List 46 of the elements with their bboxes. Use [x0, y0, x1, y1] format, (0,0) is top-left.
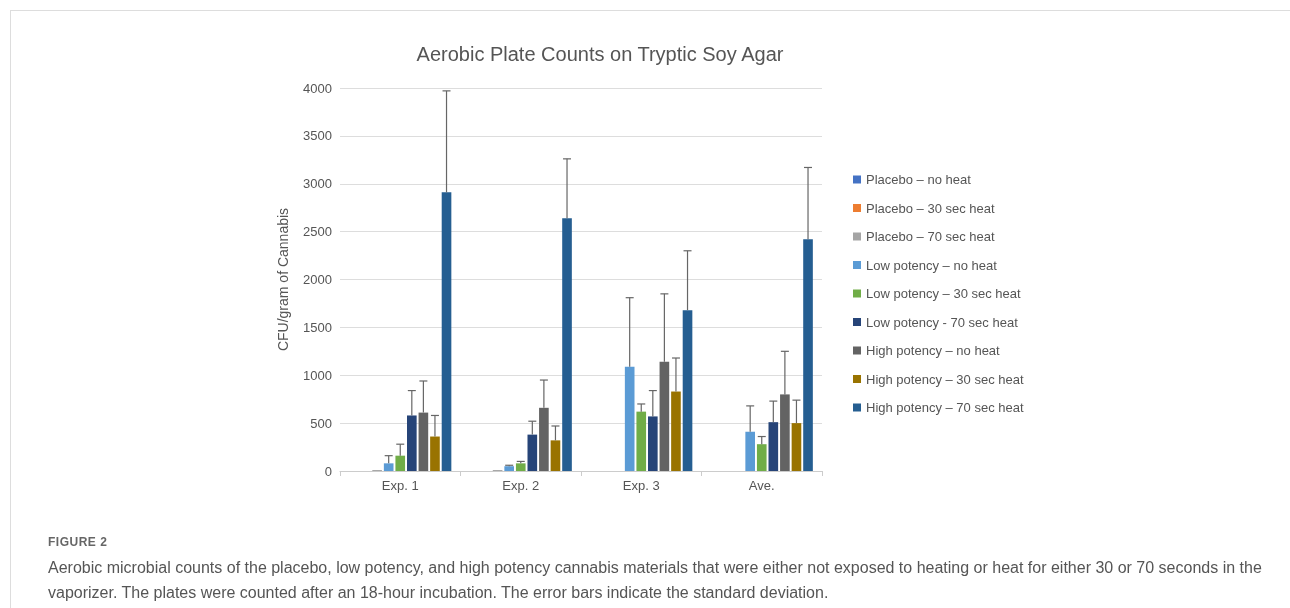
- bar: [671, 391, 681, 471]
- x-tick-label: Exp. 1: [381, 478, 419, 493]
- bar: [407, 415, 417, 471]
- bar: [504, 466, 514, 471]
- bar: [441, 192, 452, 471]
- legend-label: Low potency - 70 sec heat: [866, 314, 1019, 330]
- y-tick-label: 4000: [303, 80, 332, 96]
- y-tick-label: 2000: [303, 272, 332, 287]
- bar: [791, 423, 802, 471]
- bar: [550, 440, 561, 471]
- legend-label: Placebo – 70 sec heat: [866, 229, 996, 244]
- legend-label: Placebo – no heat: [866, 172, 972, 187]
- bar: [803, 239, 813, 471]
- legend-label: High potency – no heat: [866, 343, 1001, 358]
- bar: [515, 463, 526, 471]
- bar: [395, 455, 406, 471]
- y-tick-label: 1500: [303, 319, 332, 335]
- y-axis-title: CFU/gram of Cannabis: [275, 207, 291, 352]
- y-tick-label: 2500: [303, 224, 332, 240]
- bar: [756, 444, 767, 471]
- bar: [745, 431, 755, 471]
- bar: [430, 436, 440, 471]
- y-tick-label: 500: [310, 415, 332, 431]
- x-tick-label: Ave.: [748, 478, 775, 493]
- legend-label: Low potency – no heat: [866, 257, 998, 273]
- bar: [562, 218, 572, 471]
- legend-label: Placebo – 30 sec heat: [866, 200, 996, 216]
- bar: [636, 411, 647, 471]
- x-tick-label: Exp. 2: [502, 478, 540, 493]
- y-tick-label: 1000: [303, 367, 332, 383]
- x-tick-label: Exp. 3: [622, 478, 660, 493]
- chart-title: Aerobic Plate Counts on Tryptic Soy Agar: [416, 43, 784, 65]
- legend-label: Low potency – 30 sec heat: [866, 286, 1022, 301]
- bar: [682, 310, 693, 471]
- bar: [527, 434, 538, 471]
- legend-label: High potency – 70 sec heat: [866, 400, 1024, 415]
- caption: FIGURE 2: [48, 535, 108, 549]
- y-tick-label: 3500: [303, 128, 332, 144]
- bar: [768, 422, 779, 471]
- y-tick-label: 0: [324, 463, 332, 479]
- bar: [624, 366, 635, 471]
- text: Aerobic microbial counts of the placebo, low potency, and high potency cannabis materials that were either not exposed to heating or heat for either 30 or 70 seconds in the vaporizer. The plates were counted after an 18-hour incubation. The error bars indicate the standard deviation.: [48, 558, 1263, 603]
- bar: [648, 416, 658, 471]
- y-tick-label: 3000: [303, 176, 332, 192]
- bar: [383, 463, 394, 471]
- legend-label: High potency – 30 sec heat: [866, 371, 1024, 387]
